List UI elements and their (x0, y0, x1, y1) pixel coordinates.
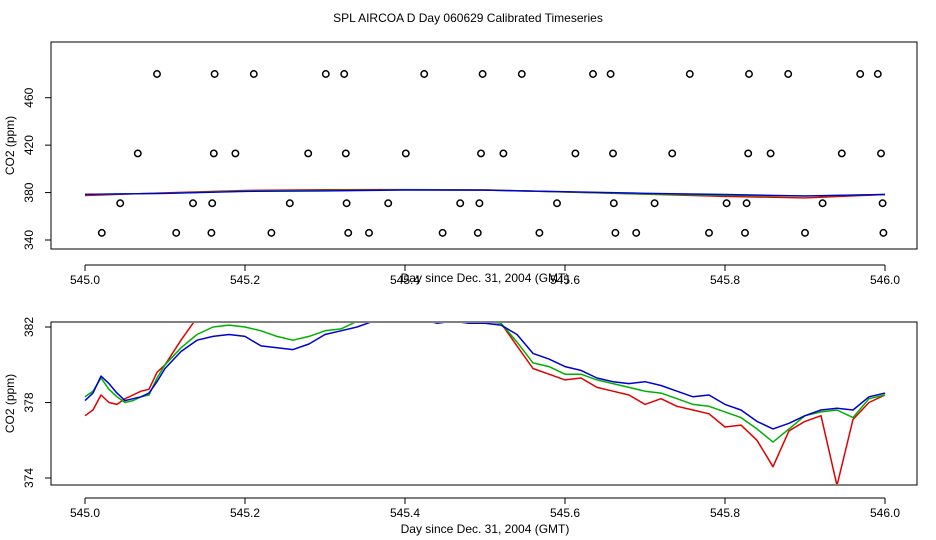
scatter-point (478, 70, 487, 78)
scatter-point (744, 149, 753, 158)
scatter-point (340, 70, 349, 78)
x-tick-label: 545.4 (390, 506, 420, 520)
scatter-point (877, 149, 885, 158)
scatter-point (189, 199, 197, 208)
scatter-point (249, 70, 258, 78)
x-tick-label: 545.6 (550, 506, 580, 520)
scatter-point (722, 199, 731, 208)
scatter-point (208, 199, 217, 208)
y-tick-label: 382 (22, 317, 36, 337)
scatter-point (116, 199, 125, 208)
x-tick-label: 545.2 (230, 506, 260, 520)
x-tick-label: 545.4 (390, 273, 420, 287)
y-tick-label: 420 (22, 135, 36, 155)
y-tick-label: 378 (22, 392, 36, 412)
x-tick-label: 545.8 (710, 506, 740, 520)
scatter-point (801, 228, 809, 237)
scatter-point (571, 149, 580, 158)
y-tick-label: 374 (22, 468, 36, 488)
scatter-point (589, 70, 597, 78)
scatter-point (818, 199, 827, 208)
y-tick-label: 340 (22, 230, 36, 250)
x-tick-label: 545.0 (70, 273, 100, 287)
scatter-point (705, 228, 713, 237)
scatter-point (878, 199, 887, 208)
scatter-point (611, 228, 620, 237)
scatter-point (210, 70, 219, 78)
series-line-blue (84, 189, 886, 197)
scatter-point (321, 70, 330, 78)
scatter-point (873, 70, 882, 78)
scatter-point (365, 228, 373, 237)
series-line-green (84, 323, 886, 443)
x-tick-label: 546.0 (870, 506, 900, 520)
scatter-point (784, 70, 793, 78)
scatter-point (438, 228, 447, 237)
scatter-point (685, 70, 694, 78)
x-axis-label: Day since Dec. 31, 2004 (GMT) (401, 271, 570, 285)
scatter-point (766, 149, 775, 158)
scatter-point (742, 199, 751, 208)
chart-title: SPL AIRCOA D Day 060629 Calibrated Times… (333, 11, 603, 25)
plot-frame (50, 41, 918, 250)
scatter-point (285, 199, 294, 208)
x-tick-label: 546.0 (870, 273, 900, 287)
scatter-point (344, 228, 353, 237)
plot-frame (50, 321, 918, 486)
scatter-point (153, 70, 161, 78)
scatter-point (517, 70, 526, 78)
x-tick-label: 545.0 (70, 506, 100, 520)
scatter-point (650, 199, 659, 208)
co2-scatter-panel: 545.0 545.2 545.4 545.6 545.8 546.0 Day since … (3, 41, 918, 287)
scatter-point (172, 228, 181, 237)
scatter-point (133, 149, 142, 158)
scatter-point (535, 228, 544, 237)
scatter-point (207, 228, 216, 237)
scatter-point (499, 149, 508, 158)
scatter-point (856, 70, 865, 78)
scatter-point (456, 199, 465, 208)
y-axis-label: CO2 (ppm) (3, 116, 17, 175)
scatter-point (304, 149, 313, 158)
scatter-point (745, 70, 753, 78)
scatter-point (837, 149, 846, 158)
scatter-point (401, 149, 410, 158)
y-tick-label: 460 (22, 87, 36, 107)
co2-timeseries-panel: 545.0 545.2 545.4 545.6 545.8 546.0 Day since … (3, 317, 918, 536)
scatter-point (473, 228, 482, 237)
scatter-point (384, 199, 393, 208)
scatter-point (267, 228, 276, 237)
scatter-point (632, 228, 641, 237)
scatter-point (420, 70, 429, 78)
series-line-red (84, 323, 886, 484)
x-axis-label: Day since Dec. 31, 2004 (GMT) (401, 522, 570, 536)
scatter-point (606, 70, 615, 78)
scatter-point (209, 149, 218, 158)
scatter-point (231, 149, 240, 158)
x-tick-label: 545.8 (710, 273, 740, 287)
scatter-point (609, 199, 618, 208)
scatter-point (341, 149, 350, 158)
scatter-point (477, 149, 485, 158)
scatter-point (741, 228, 749, 237)
scatter-point (879, 228, 888, 237)
scatter-point (553, 199, 561, 208)
series-line-blue (84, 323, 886, 430)
y-tick-label: 380 (22, 182, 36, 202)
scatter-point (668, 149, 677, 158)
scatter-point (342, 199, 351, 208)
scatter-point (609, 149, 617, 158)
scatter-point (475, 199, 484, 208)
x-tick-label: 545.2 (230, 273, 260, 287)
x-tick-label: 545.6 (550, 273, 580, 287)
scatter-point (97, 228, 106, 237)
y-axis-label: CO2 (ppm) (3, 374, 17, 433)
